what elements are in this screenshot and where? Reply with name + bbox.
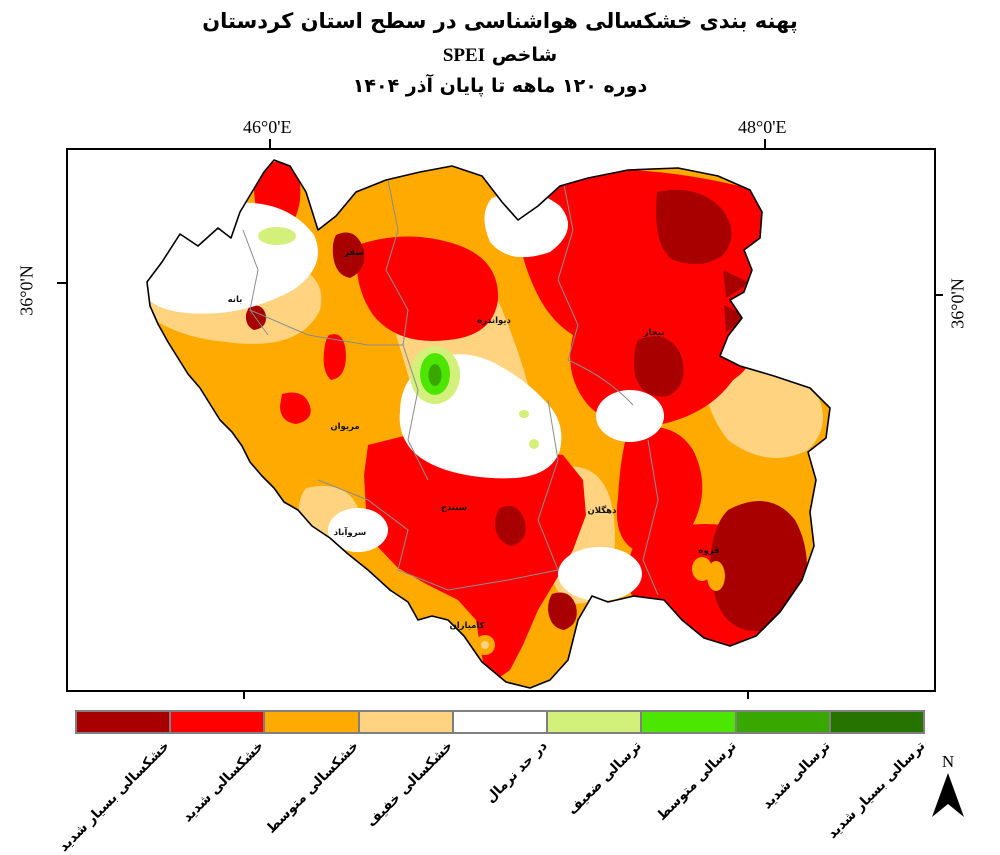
zone-red-dot — [387, 627, 393, 633]
legend-label-weak-wet: ترسالی ضعیف — [564, 738, 646, 819]
tick-top-2 — [764, 139, 766, 148]
zone-red-west-small-2 — [280, 392, 311, 424]
city-label-kamyaran: کامیاران — [449, 621, 484, 631]
coord-left: 36°0'N — [16, 265, 37, 316]
zone-darkred-qorveh — [710, 501, 808, 632]
zone-red-center-south — [364, 435, 586, 680]
zone-white-south-dehgolan — [558, 547, 642, 601]
zone-darkred-prong-2 — [724, 305, 750, 332]
city-label-baneh: بانه — [228, 295, 243, 305]
legend-label-moderate-drought: خشکسالی متوسط — [262, 738, 362, 837]
zone-red-east-column — [616, 426, 703, 555]
zone-lightgreen-sliver-1 — [519, 410, 529, 418]
map-subtitle-period: دوره ۱۲۰ ماهه تا پایان آذر ۱۴۰۴ — [352, 75, 648, 98]
city-label-sanandaj: سنندج — [441, 503, 467, 513]
legend-label-mild-drought: خشکسالی خفیف — [363, 738, 457, 831]
zone-red-saqqez — [356, 236, 499, 341]
legend-swatch-very-severe-drought — [76, 711, 171, 733]
drought-zones — [147, 160, 830, 688]
tick-bottom-2 — [747, 690, 749, 699]
legend-label-normal: در حد نرمال — [482, 738, 551, 807]
tick-top-1 — [269, 139, 271, 148]
legend-swatch-weak-wet — [547, 711, 642, 733]
city-label-marivan: مریوان — [330, 422, 359, 432]
north-arrow-icon — [932, 773, 964, 817]
legend-swatch-normal — [452, 711, 548, 733]
legend-swatch-severe-wet — [735, 711, 830, 733]
tick-bottom-1 — [243, 690, 245, 699]
zone-tan-dot — [481, 641, 489, 649]
zone-red-west-small-1 — [323, 334, 346, 380]
zone-darkred-bijar — [634, 336, 684, 397]
zone-white-sarvabad — [328, 508, 388, 552]
city-label-bijar: بیجار — [643, 328, 665, 338]
index-name: SPEI — [442, 44, 486, 66]
zone-darkred-sanandaj — [495, 505, 526, 546]
city-label-saqqez: سقز — [343, 248, 364, 258]
legend-swatch-severe-drought — [170, 711, 265, 733]
legend-label-severe-drought: خشکسالی شدید — [179, 738, 268, 826]
legend-label-very-severe-wet: ترسالی بسیار شدید — [824, 738, 929, 842]
north-arrow-label: N — [941, 752, 955, 771]
zone-darkred-ne-corner — [656, 189, 732, 264]
tick-right — [934, 294, 943, 296]
zone-white-north-notch — [484, 191, 568, 258]
legend-swatch-moderate-wet — [641, 711, 736, 733]
city-label-dehgolan: دهگلان — [588, 505, 618, 516]
county-boundaries — [242, 179, 659, 596]
legend-label-very-severe-drought: خشکسالی بسیار شدید — [55, 738, 173, 855]
zone-darkred-prong-1 — [723, 270, 750, 298]
legend-label-severe-wet: ترسالی شدید — [759, 738, 834, 813]
city-label-divandarreh: دیواندره — [477, 316, 511, 326]
zone-lightgreen-nw — [258, 227, 296, 245]
zone-green-bullseye-core — [428, 364, 442, 386]
city-label-sarvabad: سروآباد — [334, 526, 367, 538]
drought-map: بانه سقز دیواندره بیجار مریوان سنندج دهگ… — [146, 159, 831, 689]
province-outline — [146, 159, 831, 689]
zone-darkred-south-small — [548, 592, 577, 630]
legend-bar — [75, 710, 925, 734]
coord-top-right: 48°0'E — [738, 117, 787, 137]
legend-swatch-very-severe-wet — [829, 711, 924, 733]
zone-orange-dot-1 — [692, 557, 712, 581]
city-label-qorveh: قروه — [698, 546, 719, 556]
zone-darkred-saqqez — [332, 232, 365, 278]
city-labels: بانه سقز دیواندره بیجار مریوان سنندج دهگ… — [228, 248, 720, 631]
index-word: شاخص — [491, 43, 558, 66]
legend-label-moderate-wet: ترسالی متوسط — [653, 738, 740, 824]
map-frame: بانه سقز دیواندره بیجار مریوان سنندج دهگ… — [66, 148, 936, 692]
title-block: پهنه بندی خشکسالی هواشناسی در سطح استان … — [0, 4, 1000, 101]
legend-swatch-mild-drought — [358, 711, 453, 733]
tick-left — [57, 282, 66, 284]
zone-white-east — [596, 390, 664, 442]
zone-lightgreen-sliver-2 — [529, 439, 539, 449]
north-arrow: N — [926, 752, 970, 822]
map-title: پهنه بندی خشکسالی هواشناسی در سطح استان … — [202, 9, 798, 33]
map-subtitle-index: شاخص SPEI — [0, 40, 1000, 71]
coord-right: 36°0'N — [947, 278, 968, 329]
legend-swatch-moderate-drought — [264, 711, 359, 733]
coord-top-left: 46°0'E — [243, 117, 292, 137]
zone-orange-dot-2 — [707, 561, 725, 591]
